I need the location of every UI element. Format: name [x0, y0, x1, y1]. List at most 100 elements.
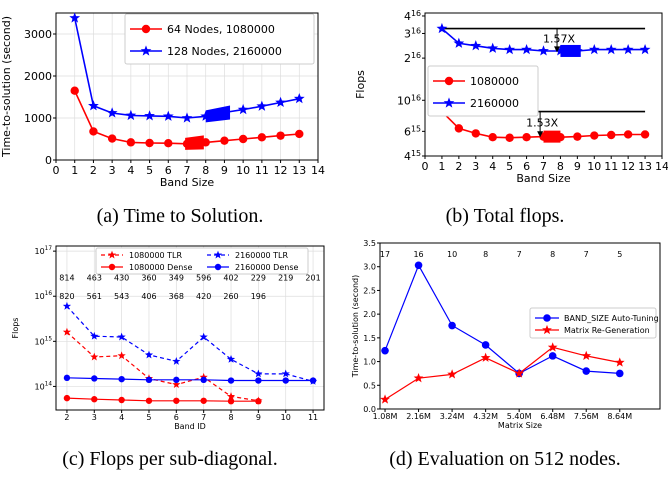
- a-series-point: [70, 86, 79, 95]
- a-series-point: [144, 110, 155, 121]
- c-series-point: [62, 327, 72, 336]
- b-legend-marker: [443, 97, 455, 108]
- b-xtick-label: 5: [506, 160, 513, 173]
- a-ytick-label: 2000: [24, 70, 52, 83]
- a-xtick-label: 8: [202, 164, 209, 177]
- d-xtick-label: 2.16M: [406, 412, 431, 421]
- c-series-point: [199, 332, 208, 341]
- c-series-point: [117, 332, 126, 341]
- d-series-point: [448, 321, 456, 330]
- d-legend-label: BAND_SIZE Auto-Tuning: [564, 314, 659, 323]
- d-xtick-label: 6.48M: [540, 412, 565, 421]
- a-xtick-label: 11: [255, 164, 269, 177]
- c-xtick-label: 2: [64, 413, 69, 422]
- d-series-point: [547, 342, 558, 352]
- c-annotation-label: 820: [59, 292, 74, 301]
- b-xtick-label: 0: [422, 160, 429, 173]
- a-series-point: [107, 134, 117, 143]
- d-series-point: [514, 368, 525, 378]
- c-annotation-label: 368: [169, 292, 184, 301]
- c-annotation-label: 201: [305, 274, 320, 283]
- d-xlabel: Matrix Size: [498, 421, 542, 430]
- c-series-point: [173, 397, 180, 404]
- a-xtick-label: 14: [311, 164, 325, 177]
- c-annotation-label: 349: [169, 274, 184, 283]
- a-series-point: [164, 139, 173, 148]
- d-legend-marker: [543, 314, 551, 322]
- b-ytick-label: 615: [404, 124, 421, 138]
- c-series-point: [200, 376, 207, 384]
- c-xlabel: Band ID: [174, 422, 206, 431]
- a-xtick-label: 1: [71, 164, 78, 177]
- a-series-point: [220, 136, 229, 145]
- b-series-point: [470, 40, 482, 51]
- a-xtick-label: 10: [236, 164, 250, 177]
- c-annotation-label: 402: [223, 274, 238, 283]
- d-top-label: 5: [617, 250, 622, 259]
- d-frame: [379, 242, 661, 410]
- d-series-line: [384, 346, 620, 401]
- b-xtick-label: 2: [455, 160, 462, 173]
- d-series-point: [414, 261, 423, 270]
- a-legend-label: 64 Nodes, 1080000: [167, 23, 275, 36]
- c-legend-marker: [213, 250, 223, 259]
- d-series-point: [381, 346, 389, 355]
- caption-b: (b) Total flops.: [445, 205, 565, 227]
- d-xtick-label: 1.08M: [373, 412, 398, 421]
- c-frame: [55, 245, 325, 411]
- c-series-point: [91, 375, 98, 382]
- b-legend-marker: [444, 76, 454, 86]
- a-series-point: [106, 107, 118, 118]
- c-ytick-label: 1014: [34, 381, 52, 391]
- c-legend-label: 1080000 TLR: [129, 251, 183, 260]
- b-series-point: [623, 130, 633, 139]
- a-xtick-label: 0: [53, 164, 60, 177]
- b-series-point: [622, 43, 634, 55]
- c-series-point: [91, 396, 98, 403]
- c-annotation-label: 360: [141, 274, 156, 283]
- d-series-point: [582, 367, 591, 375]
- b-series-point: [573, 132, 582, 141]
- a-series-point: [256, 100, 268, 111]
- a-legend-box: [124, 13, 315, 65]
- b-series-point: [521, 43, 532, 55]
- a-xtick-label: 9: [221, 164, 228, 177]
- c-series-point: [118, 375, 125, 383]
- d-ytick-label: 2.0: [363, 310, 376, 319]
- d-series-point: [548, 352, 557, 360]
- b-arrow-head: [537, 131, 544, 138]
- c-series-point: [226, 354, 236, 363]
- c-series-line: [66, 397, 259, 402]
- c-legend-marker: [214, 263, 222, 271]
- c-annotation-label: 430: [114, 274, 129, 283]
- d-top-label: 8: [483, 250, 488, 259]
- b-highlight-band: [560, 44, 581, 57]
- c-legend-label: 1080000 Dense: [129, 263, 192, 272]
- b-legend-label: 2160000: [470, 97, 519, 110]
- c-series-point: [145, 397, 153, 404]
- a-xtick-label: 13: [292, 164, 306, 177]
- c-series-point: [90, 331, 99, 340]
- a-series-point: [275, 96, 286, 108]
- c-series-point: [282, 377, 289, 384]
- c-series-line: [66, 377, 314, 382]
- b-xtick-label: 9: [574, 160, 581, 173]
- d-ytick-label: 3.5: [363, 239, 376, 248]
- a-series-point: [181, 112, 193, 123]
- caption-c: (c) Flops per sub-diagonal.: [62, 448, 278, 470]
- b-xtick-label: 4: [489, 160, 496, 173]
- c-annotation-label: 420: [196, 292, 211, 301]
- d-top-label: 17: [380, 250, 390, 259]
- d-series-point: [413, 373, 424, 383]
- a-series-point: [237, 103, 249, 115]
- b-highlight-band: [543, 130, 561, 143]
- b-xtick-label: 8: [557, 160, 564, 173]
- c-annotation-label: 229: [251, 274, 266, 283]
- a-legend-marker: [141, 24, 151, 34]
- c-series-point: [200, 397, 207, 404]
- c-series-point: [227, 377, 235, 384]
- c-annotation-label: 543: [114, 292, 129, 301]
- b-series-point: [605, 43, 617, 55]
- c-series-line: [66, 331, 259, 402]
- a-ytick-label: 1000: [24, 112, 52, 125]
